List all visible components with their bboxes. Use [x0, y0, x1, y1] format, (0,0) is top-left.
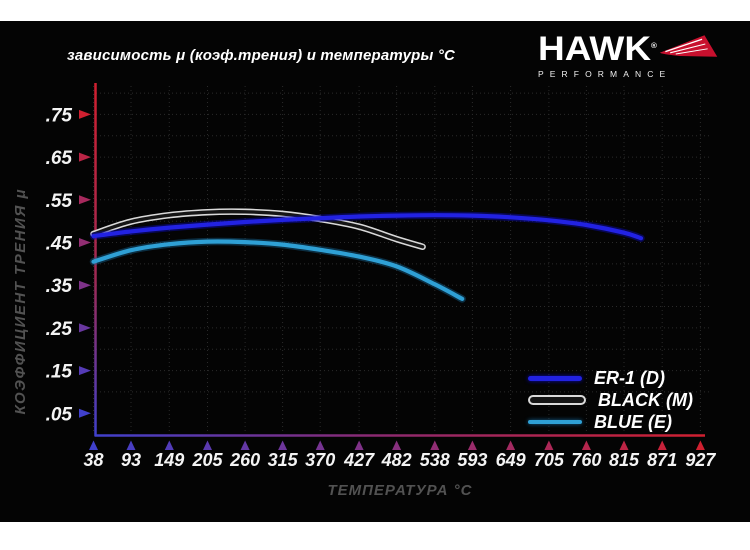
- x-tick-label: 482: [381, 450, 412, 470]
- brand-text: HAWK®: [538, 32, 657, 66]
- chart-banner: [0, 21, 750, 522]
- registered-mark: ®: [651, 41, 657, 50]
- y-tick-label: .45: [46, 234, 73, 255]
- x-tick-label: 260: [229, 450, 260, 470]
- legend-item-black: BLACK (M): [528, 389, 693, 411]
- x-tick-label: 93: [121, 450, 141, 470]
- x-tick-arrow-icon: [315, 440, 325, 450]
- y-tick-label: .05: [46, 404, 73, 425]
- x-tick-label: 38: [83, 450, 103, 470]
- x-tick-label: 927: [685, 450, 716, 470]
- page-title: зависимость μ (коэф.трения) и температур…: [67, 47, 456, 64]
- hawk-wing-icon: [659, 35, 718, 57]
- y-tick-arrow-icon: [79, 238, 91, 247]
- x-tick-arrow-icon: [89, 440, 98, 450]
- legend-label-blue: BLUE (E): [594, 411, 672, 432]
- x-tick-arrow-icon: [240, 440, 250, 450]
- y-tick-arrow-icon: [79, 109, 91, 119]
- x-tick-label: 649: [496, 450, 526, 470]
- x-tick-label: 760: [571, 450, 601, 470]
- x-tick-label: 315: [268, 450, 299, 470]
- er1-line-swatch: [528, 375, 582, 381]
- hawk-logo: HAWK® PERFORMANCE: [538, 31, 718, 79]
- y-tick-label: .75: [46, 105, 73, 126]
- performance-text: PERFORMANCE: [538, 69, 672, 79]
- x-tick-label: 705: [534, 450, 565, 470]
- x-axis-title: ТЕМПЕРАТУРА °C: [327, 482, 473, 499]
- x-tick-label: 149: [154, 450, 184, 470]
- x-tick-arrow-icon: [581, 440, 591, 450]
- x-tick-label: 593: [457, 450, 487, 470]
- x-tick-arrow-icon: [278, 440, 288, 450]
- x-tick-arrow-icon: [126, 440, 136, 450]
- y-tick-arrow-icon: [79, 195, 91, 205]
- series-line-black: [91, 209, 425, 249]
- x-tick-arrow-icon: [467, 440, 477, 450]
- x-tick-arrow-icon: [619, 440, 629, 450]
- x-tick-arrow-icon: [695, 440, 705, 450]
- x-tick-arrow-icon: [203, 440, 212, 450]
- x-tick-label: 427: [343, 450, 375, 470]
- y-tick-label: .35: [46, 276, 73, 297]
- legend-item-blue: BLUE (E): [528, 411, 693, 433]
- x-tick-arrow-icon: [354, 440, 364, 450]
- x-tick-arrow-icon: [544, 440, 554, 450]
- y-tick-arrow-icon: [79, 323, 91, 333]
- black-line-swatch: [528, 395, 586, 405]
- x-tick-label: 205: [191, 450, 223, 470]
- x-tick-label: 538: [420, 450, 450, 470]
- brand-word: HAWK: [538, 29, 652, 68]
- legend: ER-1 (D) BLACK (M) BLUE (E): [528, 367, 693, 433]
- x-tick-label: 815: [609, 450, 640, 470]
- y-tick-label: .15: [46, 362, 73, 383]
- legend-label-er1: ER-1 (D): [594, 367, 665, 388]
- y-tick-arrow-icon: [79, 152, 91, 162]
- legend-label-black: BLACK (M): [598, 389, 693, 410]
- x-tick-arrow-icon: [657, 440, 667, 450]
- y-tick-label: .55: [46, 191, 73, 212]
- legend-item-er1: ER-1 (D): [528, 367, 693, 389]
- y-tick-arrow-icon: [79, 366, 91, 376]
- x-tick-arrow-icon: [430, 440, 440, 450]
- blue-line-swatch: [528, 420, 582, 424]
- hawk-logo-row: HAWK®: [538, 31, 718, 66]
- y-tick-label: .65: [46, 148, 73, 169]
- x-tick-label: 871: [647, 450, 677, 470]
- x-tick-arrow-icon: [506, 440, 516, 450]
- x-tick-label: 370: [305, 450, 335, 470]
- y-tick-label: .25: [46, 319, 73, 340]
- x-tick-arrow-icon: [392, 440, 402, 450]
- y-tick-arrow-icon: [79, 280, 91, 290]
- series-line-blue: [91, 239, 465, 301]
- series-line-er1: [91, 213, 644, 241]
- x-tick-arrow-icon: [164, 440, 174, 450]
- y-tick-arrow-icon: [79, 408, 91, 418]
